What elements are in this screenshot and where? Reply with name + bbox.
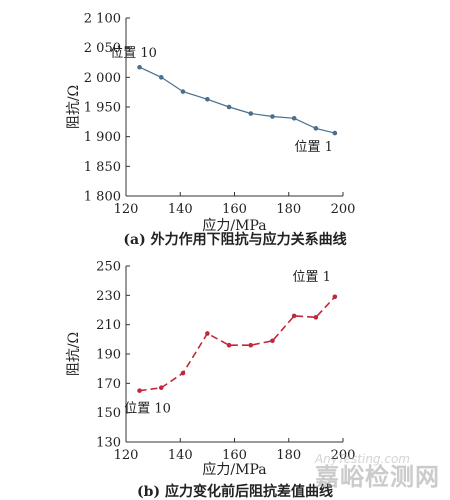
data-point — [248, 342, 254, 348]
y-axis-label: 阻抗/Ω — [66, 332, 82, 376]
data-point — [205, 96, 210, 102]
y-tick-label: 1 850 — [84, 160, 121, 175]
x-tick-label: 160 — [222, 202, 247, 217]
data-point — [180, 89, 186, 94]
point-annotation: 位置 10 — [110, 46, 157, 61]
chart-caption: (a) 外力作用下阻抗与应力关系曲线 — [123, 231, 346, 248]
x-tick-label: 200 — [331, 202, 356, 217]
watermark-sub: AnyTesting.com — [314, 452, 410, 466]
watermark-main: 嘉峪检测网 — [315, 463, 440, 491]
x-tick-label: 180 — [276, 202, 301, 217]
data-point — [226, 342, 232, 348]
data-point — [180, 370, 186, 376]
watermark: 嘉峪检测网 — [315, 457, 440, 492]
y-axis-label: 阻抗/Ω — [66, 85, 82, 129]
data-point — [291, 313, 297, 319]
chart-b: 120 140 160 180 200 130 150 170 190 210 230 250 应力/M… — [66, 260, 355, 500]
y-tick-label: 210 — [96, 318, 121, 333]
y-tick-label: 2 100 — [84, 12, 121, 27]
point-annotation: 位置 1 — [292, 270, 330, 285]
series-line — [139, 66, 336, 134]
data-point — [226, 104, 232, 110]
x-tick-label: 120 — [114, 202, 139, 217]
point-annotation: 位置 1 — [294, 140, 332, 155]
x-tick-label: 120 — [114, 448, 139, 463]
y-tick-label: 2 050 — [84, 41, 121, 56]
y-tick-label: 1 800 — [84, 190, 121, 205]
data-point — [332, 130, 338, 136]
chart-a: 120 140 160 180 200 1 800 1 850 1 900 1 950 2 000… — [66, 12, 355, 249]
chart-caption: (b) 应力变化前后阻抗差值曲线 — [137, 483, 333, 500]
data-point — [270, 114, 275, 119]
y-tick-label: 190 — [96, 348, 121, 363]
data-point — [291, 115, 297, 121]
x-tick-label: 140 — [168, 448, 193, 463]
data-point — [205, 331, 210, 336]
x-tick-label: 180 — [276, 448, 301, 463]
y-tick-label: 1 950 — [84, 101, 121, 116]
data-point — [313, 315, 319, 320]
x-tick-label: 160 — [222, 448, 247, 463]
y-tick-label: 230 — [96, 289, 121, 304]
y-tick-label: 2 000 — [84, 71, 121, 86]
data-point — [158, 75, 164, 80]
y-tick-label: 130 — [96, 436, 121, 451]
y-tick-label: 250 — [96, 260, 121, 275]
x-axis-label: 应力/MPa — [202, 461, 266, 478]
y-tick-label: 170 — [96, 377, 121, 392]
x-tick-label: 200 — [331, 448, 356, 463]
data-point — [332, 294, 338, 300]
data-point — [248, 111, 254, 116]
data-point — [137, 64, 142, 70]
point-annotation: 位置 10 — [124, 402, 171, 417]
x-tick-label: 140 — [168, 202, 193, 217]
series-line — [139, 296, 336, 392]
data-point — [270, 338, 275, 344]
data-point — [137, 388, 142, 393]
y-tick-label: 1 900 — [84, 130, 121, 145]
y-tick-label: 150 — [96, 406, 121, 421]
x-axis-label: 应力/MPa — [202, 217, 266, 234]
data-point — [158, 385, 164, 391]
data-point — [313, 126, 319, 131]
